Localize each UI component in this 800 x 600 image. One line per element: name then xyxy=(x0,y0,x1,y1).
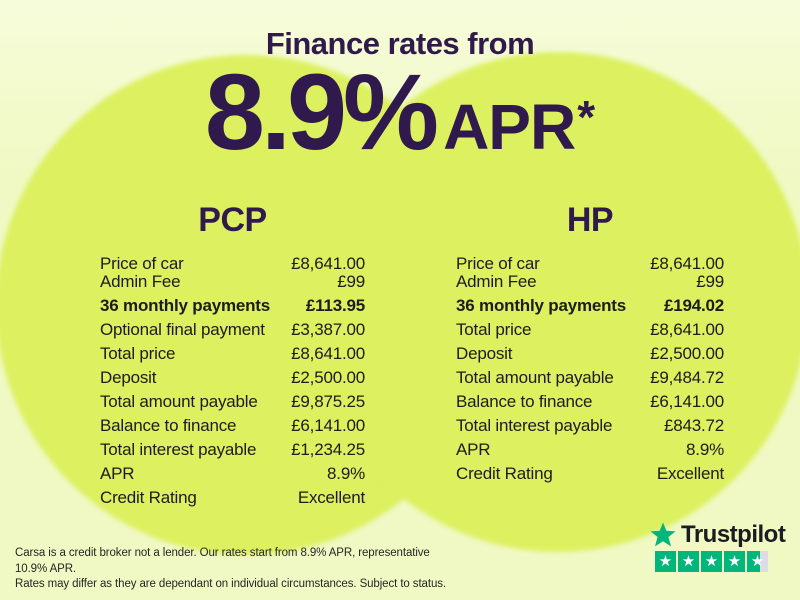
row-label: 36 monthly payments xyxy=(456,296,627,315)
finance-row: 36 monthly payments £113.95 xyxy=(100,297,365,314)
star-icon: ★ xyxy=(704,553,719,570)
star-icon: ★ xyxy=(750,553,765,570)
finance-row: Balance to finance £6,141.00 xyxy=(100,417,365,434)
finance-row: Deposit £2,500.00 xyxy=(456,345,724,362)
star-icon: ★ xyxy=(727,553,742,570)
finance-row: Credit Rating Excellent xyxy=(456,465,724,482)
finance-row: Balance to finance £6,141.00 xyxy=(456,393,724,410)
row-label: Credit Rating xyxy=(456,464,553,483)
trustpilot-star-icon xyxy=(650,522,676,547)
row-label: Admin Fee xyxy=(456,272,537,291)
row-label: Price of car xyxy=(100,254,184,273)
disclaimer-line-2: Rates may differ as they are dependant o… xyxy=(15,578,446,590)
disclaimer-line-1: Carsa is a credit broker not a lender. O… xyxy=(15,547,430,575)
pcp-table-rows: Price of car £8,641.00 Admin Fee £99 36 mont… xyxy=(100,255,365,506)
finance-row: Total interest payable £1,234.25 xyxy=(100,441,365,458)
row-value: £6,141.00 xyxy=(291,416,365,435)
rate-value: 8.9% xyxy=(204,51,439,172)
row-label: Deposit xyxy=(100,368,157,387)
row-value: £8,641.00 xyxy=(291,254,365,273)
finance-row: APR 8.9% xyxy=(456,441,724,458)
row-label: APR xyxy=(456,440,491,459)
row-label: Deposit xyxy=(456,344,513,363)
finance-row: Total interest payable £843.72 xyxy=(456,417,724,434)
row-value: £843.72 xyxy=(663,416,724,435)
hp-finance-table: HP Price of car £8,641.00 Admin Fee £99 36 m… xyxy=(456,203,724,482)
pcp-table-title: PCP xyxy=(198,201,267,239)
hero-title: Finance rates from xyxy=(265,26,535,61)
row-label: Total price xyxy=(100,344,176,363)
trustpilot-rating-stars: ★ ★ ★ ★ ★ xyxy=(655,551,768,572)
finance-row: Deposit £2,500.00 xyxy=(100,369,365,386)
row-label: Optional final payment xyxy=(100,320,265,339)
pcp-finance-table: PCP Price of car £8,641.00 Admin Fee £99 36 … xyxy=(100,203,365,506)
finance-row: Credit Rating Excellent xyxy=(100,489,365,506)
row-value: £9,484.72 xyxy=(650,368,724,387)
trustpilot-rating-star: ★ xyxy=(655,551,676,572)
trustpilot-rating-star: ★ xyxy=(724,551,745,572)
row-label: Admin Fee xyxy=(100,272,181,291)
row-value: £8,641.00 xyxy=(291,344,365,363)
trustpilot-logo: Trustpilot xyxy=(650,521,786,549)
finance-row: Optional final payment £3,387.00 xyxy=(100,321,365,338)
legal-disclaimer: Carsa is a credit broker not a lender. O… xyxy=(15,546,460,593)
star-icon: ★ xyxy=(681,553,696,570)
rate-unit: APR xyxy=(443,91,576,163)
row-value: £99 xyxy=(696,272,724,291)
row-label: Price of car xyxy=(456,254,540,273)
row-value: 8.9% xyxy=(686,440,724,459)
row-label: Total interest payable xyxy=(100,440,257,459)
row-label: Credit Rating xyxy=(100,488,197,507)
finance-row: Admin Fee £99 xyxy=(100,273,365,290)
finance-row: Price of car £8,641.00 xyxy=(100,255,365,272)
hp-table-title: HP xyxy=(566,201,614,239)
row-value: Excellent xyxy=(656,464,724,483)
row-value: £2,500.00 xyxy=(650,344,724,363)
star-icon: ★ xyxy=(658,553,673,570)
trustpilot-rating-star: ★ xyxy=(747,551,768,572)
finance-row: 36 monthly payments £194.02 xyxy=(456,297,724,314)
row-label: 36 monthly payments xyxy=(100,296,271,315)
row-label: Total amount payable xyxy=(100,392,258,411)
finance-row: Total price £8,641.00 xyxy=(100,345,365,362)
row-value: £6,141.00 xyxy=(650,392,724,411)
row-value: £3,387.00 xyxy=(291,320,365,339)
finance-row: Price of car £8,641.00 xyxy=(456,255,724,272)
row-value: Excellent xyxy=(297,488,365,507)
row-label: APR xyxy=(100,464,135,483)
trustpilot-rating-star: ★ xyxy=(701,551,722,572)
row-value: £99 xyxy=(337,272,365,291)
row-label: Balance to finance xyxy=(456,392,593,411)
row-label: Total interest payable xyxy=(456,416,613,435)
finance-row: APR 8.9% xyxy=(100,465,365,482)
row-value: £8,641.00 xyxy=(650,254,724,273)
row-value: £9,875.25 xyxy=(291,392,365,411)
rate-footnote-asterisk: * xyxy=(577,91,596,143)
row-value: £2,500.00 xyxy=(291,368,365,387)
row-value: 8.9% xyxy=(327,464,365,483)
finance-row: Total price £8,641.00 xyxy=(456,321,724,338)
row-label: Total price xyxy=(456,320,532,339)
background-circle-right xyxy=(308,52,800,552)
row-label: Total amount payable xyxy=(456,368,614,387)
row-label: Balance to finance xyxy=(100,416,237,435)
row-value: £1,234.25 xyxy=(291,440,365,459)
finance-row: Admin Fee £99 xyxy=(456,273,724,290)
row-value: £8,641.00 xyxy=(650,320,724,339)
row-value: £113.95 xyxy=(305,296,365,315)
hp-table-rows: Price of car £8,641.00 Admin Fee £99 36 mont… xyxy=(456,255,724,482)
finance-row: Total amount payable £9,875.25 xyxy=(100,393,365,410)
finance-row: Total amount payable £9,484.72 xyxy=(456,369,724,386)
row-value: £194.02 xyxy=(663,296,724,315)
hero-rate: 8.9% APR * xyxy=(0,58,800,166)
trustpilot-brand-text: Trustpilot xyxy=(681,521,786,548)
trustpilot-rating-star: ★ xyxy=(678,551,699,572)
